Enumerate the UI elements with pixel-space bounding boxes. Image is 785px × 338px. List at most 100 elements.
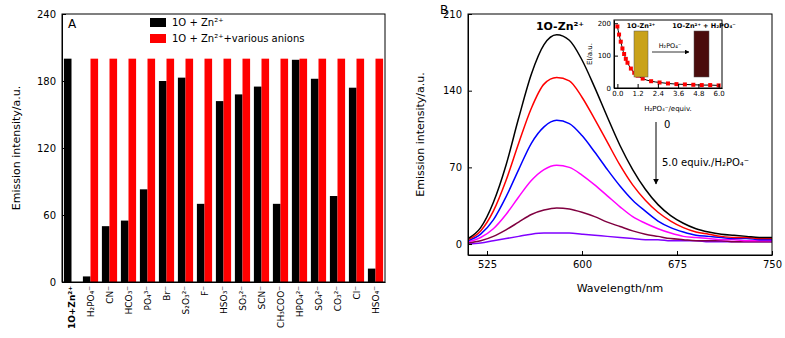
tick-mark xyxy=(487,251,488,255)
bar xyxy=(91,59,99,282)
bar xyxy=(167,59,175,282)
tick: 3.6 xyxy=(673,84,685,98)
legend-swatch xyxy=(150,34,166,43)
point xyxy=(717,83,721,87)
bar xyxy=(273,204,281,282)
tick-mark xyxy=(468,14,472,15)
tick-label: SO₄²⁻ xyxy=(314,286,324,311)
tick-mark xyxy=(614,23,618,24)
tick-label: SCN⁻ xyxy=(257,286,267,310)
panel-label: B xyxy=(440,3,448,17)
annotation: 1O-Zn²⁺ xyxy=(536,20,584,33)
bar xyxy=(197,204,205,282)
tick: HSO₃⁻ xyxy=(219,282,229,314)
bar xyxy=(311,79,319,282)
tick-mark xyxy=(617,84,618,88)
line xyxy=(468,35,772,239)
tick-mark xyxy=(678,84,679,88)
panel-a: 0601201802401O+Zn²⁺H₂PO₄⁻CN⁻HCO₃⁻PO₄³⁻Br… xyxy=(10,9,386,329)
tick: 2.4 xyxy=(653,84,665,98)
tick-mark xyxy=(677,251,678,255)
tick: 750 xyxy=(763,251,782,270)
axis: 1O+Zn²⁺H₂PO₄⁻CN⁻HCO₃⁻PO₄³⁻Br⁻S₂O₃²⁻F⁻HSO… xyxy=(63,282,386,329)
axis: 0.01.22.43.64.86.0 xyxy=(612,84,724,98)
tick-mark xyxy=(62,81,66,82)
point xyxy=(615,24,619,28)
tick-label: F⁻ xyxy=(200,286,210,296)
bar xyxy=(102,226,110,282)
axis-title: Emission intensity/a.u. xyxy=(414,72,427,197)
tick-mark xyxy=(658,84,659,88)
bar xyxy=(338,59,346,282)
photo xyxy=(634,31,648,77)
tick: Cl⁻ xyxy=(352,282,362,300)
tick-label: 0.0 xyxy=(612,90,623,98)
tick-mark xyxy=(62,148,66,149)
tick-label: 750 xyxy=(763,259,782,270)
tick-label: Br⁻ xyxy=(162,286,172,301)
tick-label: 525 xyxy=(478,259,497,270)
tick-mark xyxy=(719,84,720,88)
bar xyxy=(292,60,300,282)
tick-label: 60 xyxy=(43,210,56,221)
tick: 0.0 xyxy=(612,84,623,98)
legend: 1O + Zn²⁺ 1O + Zn²⁺+various anions xyxy=(150,17,305,44)
tick-label: 600 xyxy=(573,259,592,270)
tick-label: HPO₄²⁻ xyxy=(295,286,305,317)
bar xyxy=(159,81,167,282)
axis: 070140210 xyxy=(443,9,472,256)
bar xyxy=(349,88,357,282)
tick-label: 2.4 xyxy=(653,90,665,98)
point xyxy=(658,80,662,84)
bar xyxy=(216,101,224,282)
tick-label: H₂PO₄⁻ xyxy=(86,286,96,317)
bar xyxy=(254,87,262,282)
point xyxy=(708,83,712,87)
bar xyxy=(121,221,129,282)
tick-mark xyxy=(582,251,583,255)
photo xyxy=(694,31,709,77)
bar xyxy=(319,59,327,282)
tick-label: CO₃²⁻ xyxy=(333,286,343,312)
tick: 600 xyxy=(573,251,592,270)
axis-title: EI/a.u. xyxy=(586,43,594,65)
tick-mark xyxy=(698,84,699,88)
point xyxy=(691,83,695,87)
axis-line xyxy=(614,21,615,89)
bar xyxy=(376,59,384,282)
point xyxy=(629,67,633,71)
axis-line xyxy=(469,255,773,256)
axis-title: Wavelength/nm xyxy=(577,282,664,295)
tick-label: 100 xyxy=(598,52,611,60)
tick: 1.2 xyxy=(633,84,644,98)
tick-label: PO₄³⁻ xyxy=(143,286,153,311)
tick: 60 xyxy=(43,210,66,221)
tick: 1O+Zn²⁺ xyxy=(67,282,77,329)
legend-label: 1O + Zn²⁺+various anions xyxy=(172,33,305,44)
plot-frame xyxy=(468,14,772,255)
annotation: 1O-Zn²⁺ + H₂PO₄⁻ xyxy=(672,22,735,30)
bar xyxy=(300,59,308,282)
tick-label: 120 xyxy=(37,143,56,154)
point xyxy=(617,33,621,37)
tick-mark xyxy=(468,91,472,92)
tick: 120 xyxy=(37,143,66,154)
tick: Br⁻ xyxy=(162,282,172,301)
bars xyxy=(64,59,383,282)
bar xyxy=(110,59,118,282)
annotation: 1O-Zn²⁺ xyxy=(627,22,656,30)
bar xyxy=(357,59,365,282)
tick-label: HCO₃⁻ xyxy=(124,286,134,315)
legend-label: 1O + Zn²⁺ xyxy=(172,17,223,28)
arrow xyxy=(652,52,689,53)
lines xyxy=(468,35,772,244)
bar xyxy=(64,59,72,282)
bar xyxy=(368,269,376,282)
tick: 675 xyxy=(668,251,687,270)
tick-label: CH₃COO⁻ xyxy=(276,286,286,328)
inset: 01002000.01.22.43.64.86.0EI/a.u.H₂PO₄⁻/e… xyxy=(586,20,736,113)
axis: 525 600 675 750 xyxy=(469,251,783,270)
tick-mark xyxy=(468,167,472,168)
tick-label: 140 xyxy=(443,85,462,96)
tick-label: 3.6 xyxy=(673,90,685,98)
